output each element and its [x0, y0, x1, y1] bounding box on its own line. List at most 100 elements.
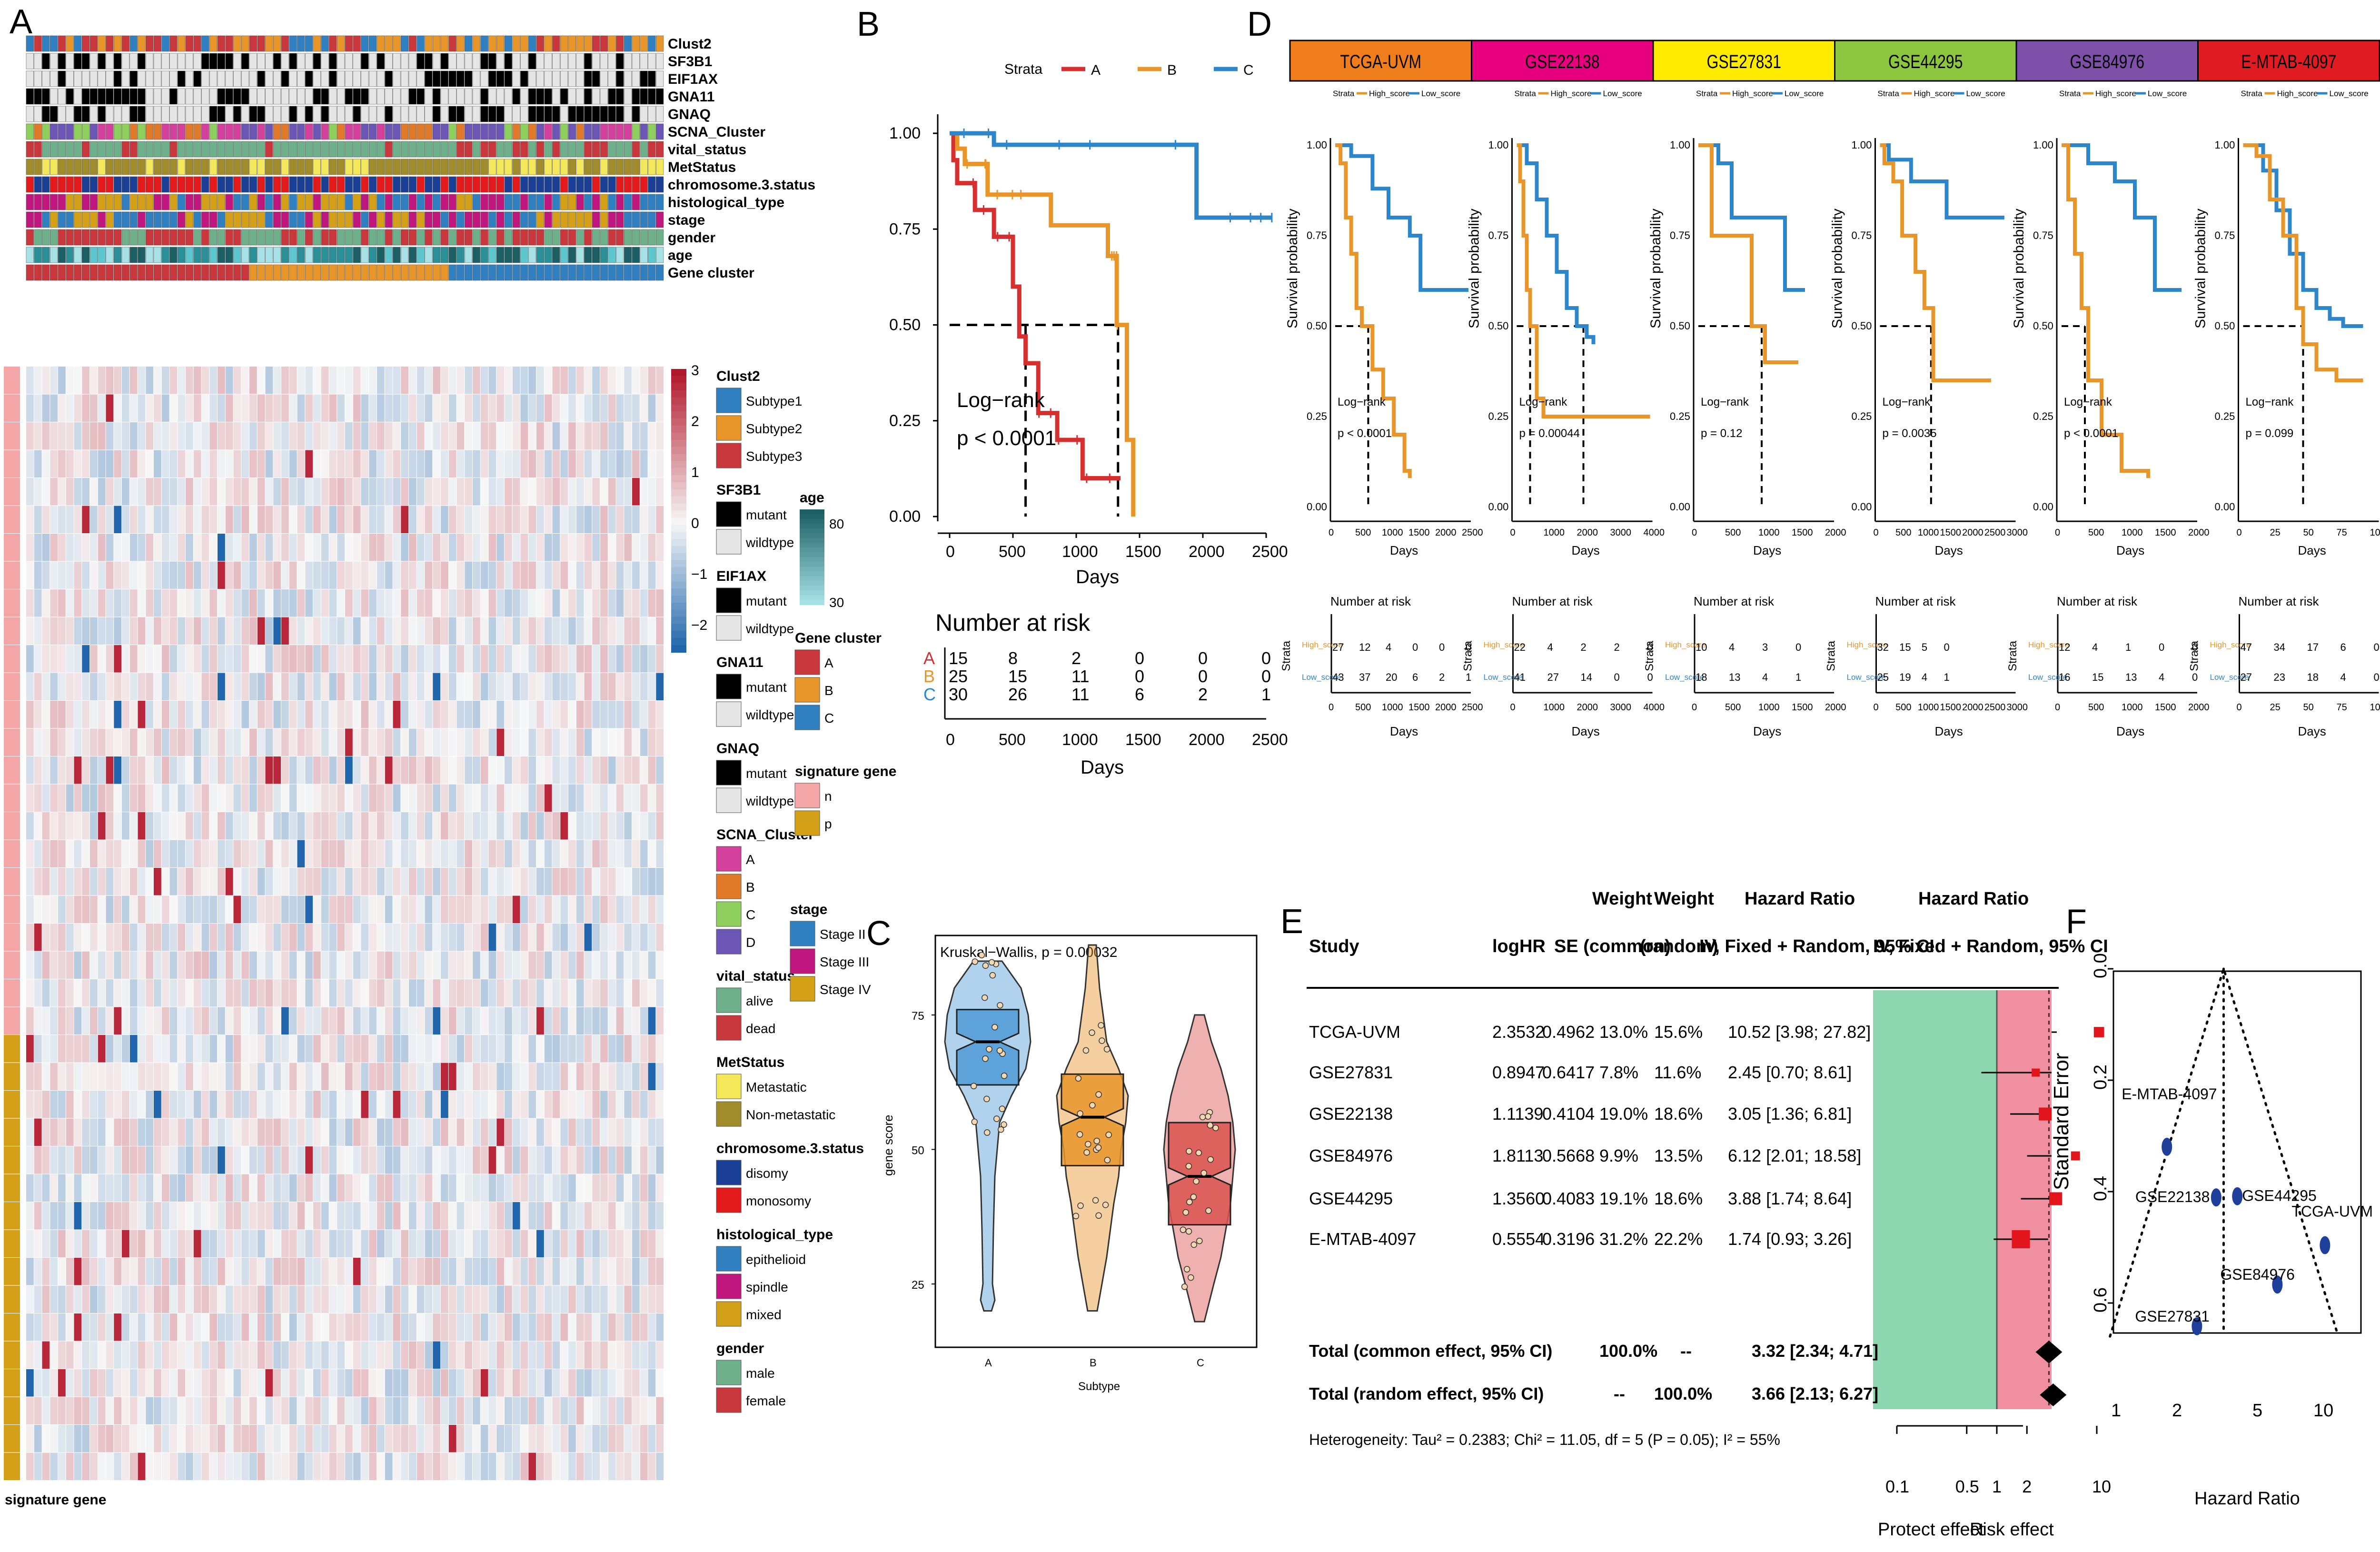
heatmap-cell [178, 1091, 186, 1118]
heatmap-cell [178, 561, 186, 589]
risk-value: 32 [1877, 641, 1889, 653]
heatmap-cell [528, 812, 536, 840]
heatmap-cell [448, 1202, 456, 1230]
heatmap-cell [584, 1146, 592, 1174]
heatmap-cell [106, 1313, 114, 1341]
heatmap-cell [329, 1285, 337, 1313]
heatmap-cell [209, 812, 218, 840]
annotation-cell [361, 106, 369, 122]
heatmap-cell [409, 645, 416, 673]
heatmap-cell [361, 728, 369, 756]
heatmap-cell [568, 1146, 576, 1174]
heatmap-cell [624, 367, 632, 394]
heatmap-cell [616, 895, 624, 923]
risk-value: 0 [1647, 671, 1653, 683]
heatmap-cell [624, 1453, 632, 1480]
heatmap-cell [576, 1035, 584, 1063]
heatmap-cell [122, 840, 129, 867]
legend-swatch [794, 705, 820, 730]
heatmap-cell [34, 1313, 42, 1341]
heatmap-cell [26, 1202, 34, 1230]
heatmap-cell [465, 840, 473, 867]
heatmap-cell [42, 1369, 50, 1397]
heatmap-cell [297, 701, 305, 728]
annotation-cell [408, 70, 416, 87]
heatmap-cell [129, 1341, 138, 1369]
panel-label-a: A [10, 3, 32, 41]
annotation-cell [233, 123, 241, 140]
heatmap-cell [225, 812, 233, 840]
annotation-cell [552, 35, 560, 52]
heatmap-cell [161, 1313, 169, 1341]
heatmap-cell [289, 979, 297, 1007]
annotation-cell [560, 70, 568, 87]
row-annotation-cell [4, 979, 20, 1007]
heatmap-cell [377, 1007, 385, 1035]
heatmap-cell [273, 673, 281, 700]
annotation-cell [552, 159, 560, 175]
annotation-cell [50, 211, 58, 228]
heatmap-cell [193, 1202, 201, 1230]
heatmap-cell [169, 840, 178, 867]
heatmap-cell [488, 506, 496, 533]
annotation-cell [568, 176, 576, 193]
legend-label: n [824, 789, 832, 804]
annotation-cell [544, 88, 552, 105]
heatmap-cell [656, 784, 664, 812]
heatmap-cell [401, 1174, 409, 1202]
heatmap-cell [241, 450, 249, 478]
y-tick-label: 0.50 [2033, 320, 2053, 332]
heatmap-cell [281, 1369, 289, 1397]
heatmap-cell [584, 645, 592, 673]
data-point [996, 1047, 1003, 1054]
heatmap-cell [505, 1174, 512, 1202]
annotation-cell [544, 194, 552, 210]
heatmap-cell [416, 868, 425, 895]
heatmap-cell [345, 534, 353, 561]
x-tick-label: 100 [2370, 527, 2380, 538]
annotation-cell [209, 229, 218, 246]
annotation-cell [632, 159, 640, 175]
heatmap-cell [505, 840, 512, 867]
heatmap-cell [441, 756, 448, 784]
heatmap-cell [560, 645, 568, 673]
heatmap-cell [122, 1341, 129, 1369]
heatmap-cell [416, 1146, 425, 1174]
heatmap-cell [369, 1202, 377, 1230]
heatmap-cell [608, 1091, 616, 1118]
heatmap-cell [473, 728, 480, 756]
annotation-cell [74, 211, 82, 228]
heatmap-cell [345, 367, 353, 394]
annotation-cell [504, 211, 512, 228]
annotation-cell [496, 211, 505, 228]
heatmap-cell [473, 673, 480, 700]
dataset-header-label: GSE27831 [1706, 51, 1781, 72]
annotation-cell [408, 194, 416, 210]
heatmap-cell [329, 1118, 337, 1146]
heatmap-cell [233, 924, 241, 951]
heatmap-cell [186, 478, 193, 506]
heatmap-cell [313, 478, 321, 506]
y-tick-label: 50 [912, 1144, 924, 1157]
heatmap-cell [50, 589, 58, 617]
legend-swatch [794, 810, 820, 836]
data-point [982, 1055, 989, 1062]
heatmap-cell [552, 1230, 560, 1257]
risk-value: 4 [1547, 641, 1553, 653]
heatmap-cell [353, 1063, 361, 1090]
annotation-cell [640, 247, 648, 263]
heatmap-cell [361, 924, 369, 951]
heatmap-cell [321, 812, 329, 840]
heatmap-cell [297, 1425, 305, 1453]
age-gradient-step [800, 576, 824, 581]
heatmap-cell [536, 367, 544, 394]
heatmap-cell [321, 1146, 329, 1174]
heatmap-cell [520, 561, 528, 589]
heatmap-cell [209, 756, 218, 784]
heatmap-cell [592, 1063, 600, 1090]
heatmap-cell [257, 422, 265, 450]
heatmap-cell [26, 1118, 34, 1146]
annotation-cell [201, 53, 209, 70]
annotation-cell [632, 176, 640, 193]
heatmap-cell [74, 478, 82, 506]
